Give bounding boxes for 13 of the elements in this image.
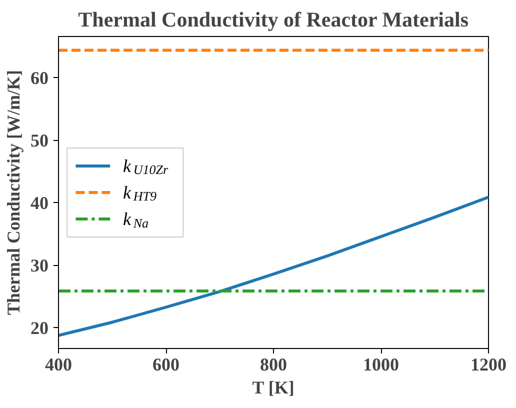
y-tick-label: 20 bbox=[30, 318, 48, 338]
x-tick-label: 600 bbox=[152, 354, 180, 374]
x-tick-label: 1000 bbox=[363, 354, 399, 374]
x-axis-title: T [K] bbox=[252, 378, 294, 398]
y-tick-label: 50 bbox=[30, 130, 48, 150]
x-tick-label: 1200 bbox=[470, 354, 506, 374]
x-tick-label: 800 bbox=[260, 354, 287, 374]
y-tick-label: 30 bbox=[30, 255, 48, 276]
y-tick-label: 40 bbox=[30, 192, 48, 213]
y-tick-label: 60 bbox=[30, 68, 48, 88]
x-tick-label: 400 bbox=[45, 354, 72, 374]
chart-title: Thermal Conductivity of Reactor Materials bbox=[78, 8, 468, 32]
y-axis-title: Thermal Conductivity [W/m/K] bbox=[4, 70, 24, 315]
